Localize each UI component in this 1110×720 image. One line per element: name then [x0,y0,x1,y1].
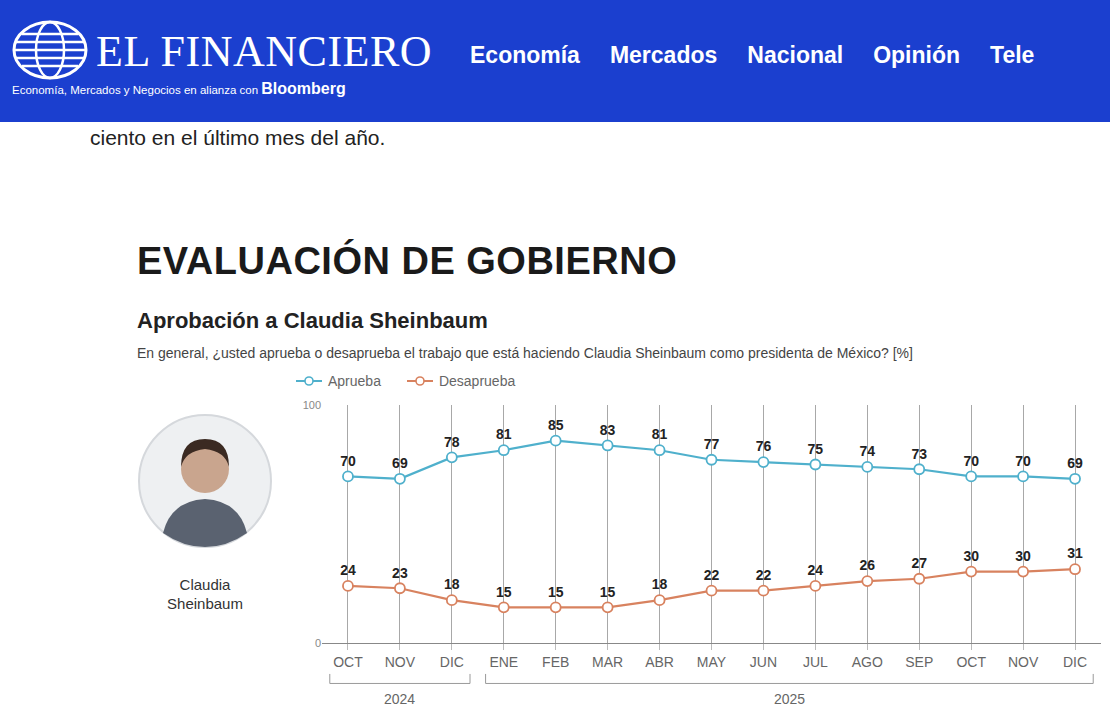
html-text:Desaprueba: Desaprueba [438,373,516,389]
svg-text:15: 15 [548,584,564,600]
html-text:ciento en el último mes del añ: ciento en el último mes del año. [90,126,386,149]
svg-text:27: 27 [911,555,927,571]
svg-text:15: 15 [600,584,616,600]
svg-text:100: 100 [303,399,321,411]
svg-text:81: 81 [652,426,668,442]
svg-text:NOV: NOV [385,654,416,670]
svg-text:70: 70 [340,453,356,469]
html-text:Nacional: Nacional [747,42,844,68]
svg-text:69: 69 [1067,455,1083,471]
svg-text:DIC: DIC [440,654,464,670]
svg-text:JUN: JUN [750,654,777,670]
svg-text:AGO: AGO [852,654,883,670]
svg-text:OCT: OCT [956,654,986,670]
svg-text:22: 22 [756,567,772,583]
html-text:En general, ¿usted aprueba o d: En general, ¿usted aprueba o desaprueba … [137,345,913,361]
html-text:EL FINANCIERO: EL FINANCIERO [96,27,433,76]
html-text:Mercados: Mercados [609,42,718,68]
svg-text:OCT: OCT [333,654,363,670]
html-text:Economía, Mercados y Negocios: Economía, Mercados y Negocios en alianza… [12,80,346,97]
svg-text:31: 31 [1067,545,1083,561]
svg-text:NOV: NOV [1008,654,1039,670]
svg-text:18: 18 [444,576,460,592]
svg-text:70: 70 [963,453,979,469]
svg-text:73: 73 [911,446,927,462]
svg-text:22: 22 [704,567,720,583]
svg-text:0: 0 [315,637,321,649]
svg-text:2025: 2025 [774,691,805,707]
svg-text:MAY: MAY [697,654,727,670]
html-text:Claudia Sheinbaum: Claudia Sheinbaum [167,576,243,612]
html-text:Opinión: Opinión [873,42,960,68]
svg-text:2024: 2024 [384,691,415,707]
svg-text:18: 18 [652,576,668,592]
svg-text:ABR: ABR [645,654,674,670]
svg-text:24: 24 [808,562,824,578]
html-text:EVALUACIÓN DE GOBIERNO: EVALUACIÓN DE GOBIERNO [137,240,678,282]
svg-text:30: 30 [963,548,979,564]
svg-text:77: 77 [704,436,720,452]
html-text:Aprobación a Claudia Sheinbaum: Aprobación a Claudia Sheinbaum [137,308,488,333]
svg-text:76: 76 [756,438,772,454]
svg-text:74: 74 [860,443,876,459]
html-text:Economía: Economía [470,42,580,68]
svg-text:70: 70 [1015,453,1031,469]
svg-text:75: 75 [808,441,824,457]
svg-text:FEB: FEB [542,654,569,670]
svg-text:24: 24 [340,562,356,578]
svg-text:81: 81 [496,426,512,442]
svg-text:SEP: SEP [905,654,933,670]
svg-text:78: 78 [444,434,460,450]
svg-text:83: 83 [600,422,616,438]
svg-text:DIC: DIC [1063,654,1087,670]
svg-text:85: 85 [548,417,564,433]
svg-text:15: 15 [496,584,512,600]
svg-text:23: 23 [392,565,408,581]
svg-text:30: 30 [1015,548,1031,564]
svg-text:MAR: MAR [592,654,623,670]
html-text:Tele: Tele [990,42,1035,68]
svg-text:JUL: JUL [803,654,828,670]
svg-text:69: 69 [392,455,408,471]
svg-text:26: 26 [860,557,876,573]
svg-text:ENE: ENE [489,654,518,670]
html-text:Aprueba: Aprueba [328,373,381,389]
